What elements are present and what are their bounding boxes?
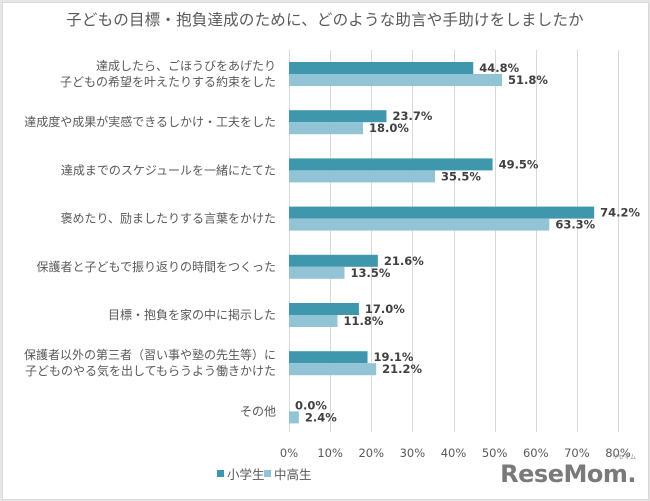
legend-swatch — [264, 470, 271, 477]
category-labels: 達成したら、ごほうびをあげたり子どもの希望を叶えたりする約束をした達成度や成果が… — [24, 58, 276, 418]
x-tick-label: 60% — [523, 446, 549, 460]
chart-title: 子どもの目標・抱負達成のために、どのような助言や手助けをしましたか — [66, 11, 584, 29]
category-label: 保護者以外の第三者（習い事や塾の先生等）に — [24, 347, 276, 362]
value-label: 11.8% — [344, 314, 384, 328]
watermark-text: ReseMom — [500, 460, 628, 488]
gridlines — [289, 50, 619, 432]
value-label: 2.4% — [305, 410, 337, 424]
category-label: 目標・抱負を家の中に掲示した — [108, 307, 276, 322]
value-label: 19.1% — [374, 350, 414, 364]
category-label: 達成度や成果が実感できるしかけ・工夫をした — [24, 114, 276, 129]
category-label: 子どもの希望を叶えたりする約束をした — [60, 74, 276, 89]
bar-secondary — [289, 363, 377, 376]
value-label: 17.0% — [365, 302, 405, 316]
value-labels: 44.8%51.8% 23.7%18.0% 49.5% 35.5% 74.2% 63.3%… — [295, 61, 641, 424]
value-label: 21.2% — [382, 362, 422, 376]
bars — [289, 62, 595, 424]
x-tick-label: 70% — [564, 446, 590, 460]
bar-secondary — [289, 411, 299, 424]
resemom-logo: ReseMom. — [500, 460, 636, 488]
category-label: 達成したら、ごほうびをあげたり — [96, 58, 276, 73]
bar-secondary — [289, 122, 364, 135]
value-label: 63.3% — [555, 218, 595, 232]
bar-secondary — [289, 74, 503, 86]
legend-label[interactable]: 中高生 — [274, 467, 312, 482]
bar-elementary — [289, 62, 474, 74]
legend-label[interactable]: 小学生 — [227, 467, 265, 482]
x-tick-label: 80% — [605, 446, 631, 460]
bar-secondary — [289, 266, 345, 279]
value-label: 49.5% — [499, 157, 539, 171]
bar-elementary — [289, 158, 493, 171]
value-label: 21.6% — [384, 254, 424, 268]
bar-elementary — [289, 303, 359, 315]
x-tick-label: 0% — [280, 446, 298, 460]
bar-elementary — [289, 206, 595, 219]
watermark-dot: . — [627, 460, 636, 488]
x-tick-label: 10% — [317, 446, 343, 460]
category-label: 子どものやる気を出してもらうよう働きかけた — [25, 363, 276, 378]
category-label: 保護者と子どもで振り返りの時間をつくった — [36, 259, 276, 274]
bar-elementary — [289, 254, 378, 267]
x-tick-label: 40% — [441, 446, 467, 460]
value-label: 18.0% — [369, 121, 409, 135]
category-label: その他 — [240, 404, 276, 418]
value-label: 35.5% — [441, 169, 481, 183]
value-label: 74.2% — [600, 206, 640, 220]
value-label: 23.7% — [392, 109, 432, 123]
value-label: 44.8% — [479, 61, 519, 75]
legend[interactable]: 小学生 中高生 — [217, 467, 312, 482]
bar-secondary — [289, 218, 550, 231]
x-axis-ticks: 0% 10% 20% 30% 40% 50% 60% 70% 80% — [280, 446, 631, 460]
bar-secondary — [289, 315, 338, 327]
category-label: 達成までのスケジュールを一緒にたてた — [61, 162, 276, 177]
x-tick-label: 20% — [358, 446, 384, 460]
x-tick-label: 50% — [482, 446, 508, 460]
category-label: 褒めたり、励ましたりする言葉をかけた — [60, 212, 276, 226]
value-label: 0.0% — [295, 398, 327, 412]
bar-secondary — [289, 170, 435, 183]
bar-elementary — [289, 110, 387, 123]
value-label: 51.8% — [508, 73, 548, 87]
watermark-ruby: リセマム — [611, 454, 636, 461]
legend-swatch — [217, 470, 224, 477]
x-tick-label: 30% — [400, 446, 426, 460]
value-label: 13.5% — [351, 266, 391, 280]
bar-elementary — [289, 351, 368, 364]
